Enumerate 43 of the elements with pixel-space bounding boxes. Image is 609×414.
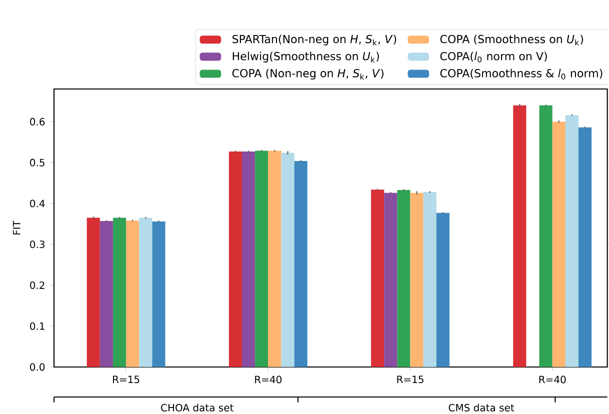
legend-label: COPA (Smoothness on U$_{k}$) [440,34,584,46]
bar [410,192,424,367]
bar [397,190,410,367]
x-tick-label: R=40 [255,376,282,384]
bar [436,212,450,367]
x-tick-label: R=40 [539,376,566,384]
bar [539,105,552,367]
x-tick-label: R=15 [397,376,424,384]
bar [255,150,268,367]
text: CHOA data set [161,404,234,412]
legend-label: Helwig(Smoothness on U$_{k}$) [232,52,379,62]
y-axis-title: FIT [12,220,20,234]
bar [112,218,126,367]
y-tick-label: 0.2 [30,281,44,290]
bar [100,221,113,367]
bar [384,192,398,367]
bar [152,221,166,367]
bar [242,152,256,367]
y-tick-label: 0.4 [30,200,45,208]
text: CMS data set [448,404,514,412]
bar [228,152,242,367]
bar [371,190,384,367]
y-tick-label: 0.0 [30,363,45,371]
y-tick-label: 0.1 [30,322,44,330]
bar [578,127,592,367]
bar [565,115,578,367]
bar [423,192,436,367]
legend-label: COPA (Non-neg on H, S$_{k}$, V) [232,68,384,80]
bar [139,218,152,367]
legend-label: COPA(Smoothness & l$_{0}$ norm) [440,68,602,80]
bar [552,122,566,367]
bar [86,218,100,367]
bar [268,150,282,367]
y-tick-label: 0.3 [30,240,44,248]
bar [281,152,294,367]
legend-label: SPARTan(Non-neg on H, S$_{k}$, V) [232,34,396,46]
x-tick-label: R=15 [113,376,140,384]
bar [126,220,140,367]
bar [294,160,308,367]
y-tick-label: 0.6 [30,118,45,126]
legend-label: COPA(l$_{0}$ norm on V) [440,52,547,62]
y-tick-label: 0.5 [30,158,44,166]
bar [513,105,526,367]
